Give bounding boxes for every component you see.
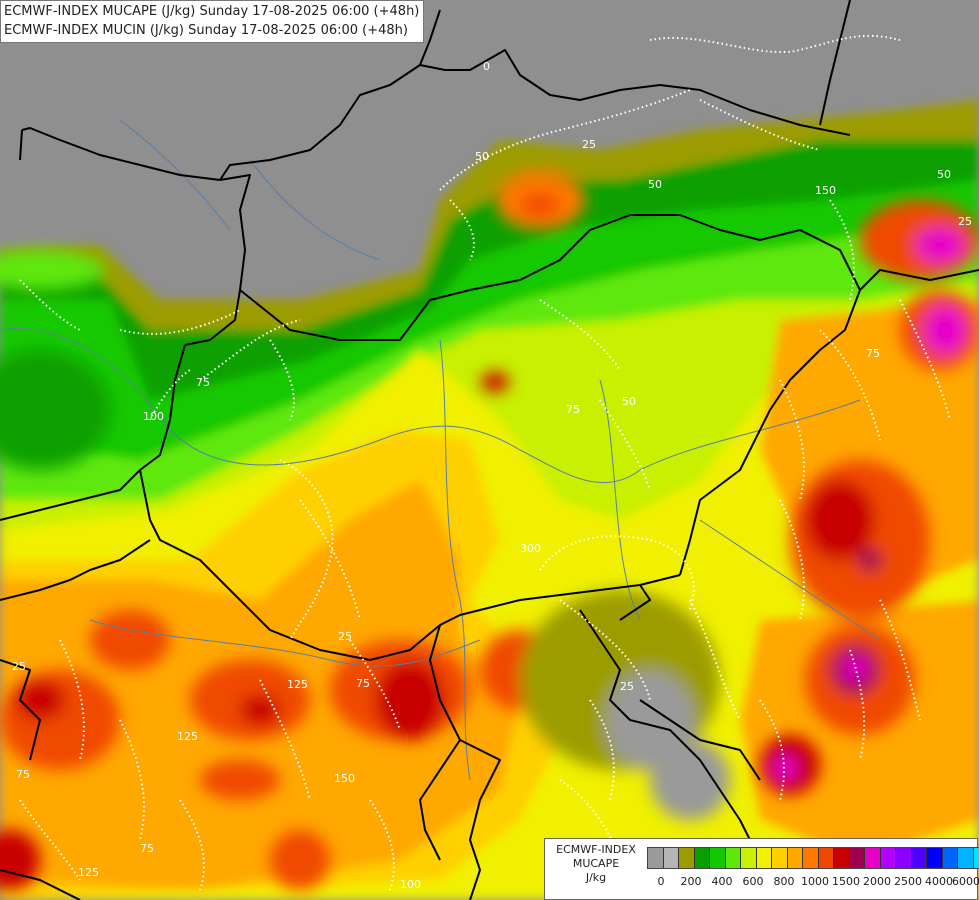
legend-swatch (694, 848, 710, 868)
legend-swatch (679, 848, 695, 868)
legend-title: ECMWF-INDEX MUCAPE J/kg (547, 843, 645, 885)
contour-label: 50 (622, 395, 636, 408)
contour-label: 25 (582, 138, 596, 151)
map-title-box: ECMWF-INDEX MUCAPE (J/kg) Sunday 17-08-2… (0, 0, 425, 43)
legend-tick-label: 400 (711, 875, 733, 888)
mucape-high-cores (0, 170, 979, 890)
legend-swatch (741, 848, 757, 868)
map-title-mucape: ECMWF-INDEX MUCAPE (J/kg) Sunday 17-08-2… (4, 4, 420, 19)
contour-label: 50 (475, 150, 489, 163)
legend-swatch (663, 848, 679, 868)
legend-swatch (896, 848, 912, 868)
contour-label: 300 (520, 542, 541, 555)
legend-swatch (880, 848, 896, 868)
mucape-shading (0, 100, 979, 900)
legend-swatch-bar (647, 847, 979, 869)
legend-tick-label: 0 (657, 875, 665, 888)
legend-tick-label: 1500 (832, 875, 860, 888)
contour-label: 25 (338, 630, 352, 643)
contour-label: 25 (620, 680, 634, 693)
legend-swatch (803, 848, 819, 868)
legend-tick-label: 1000 (801, 875, 829, 888)
contour-label: 75 (866, 347, 880, 360)
legend-swatch (787, 848, 803, 868)
contour-label: 125 (287, 678, 308, 691)
legend-swatch (942, 848, 958, 868)
legend-line-3: J/kg (585, 871, 607, 884)
legend-tick-label: 2500 (894, 875, 922, 888)
legend-tick-label: 600 (742, 875, 764, 888)
contour-label: 150 (334, 772, 355, 785)
color-legend: ECMWF-INDEX MUCAPE J/kg 0 200 400 600 800 100… (544, 838, 979, 900)
legend-swatch (818, 848, 834, 868)
map-title-mucin: ECMWF-INDEX MUCIN (J/kg) Sunday 17-08-20… (4, 23, 408, 38)
contour-label: 75 (140, 842, 154, 855)
legend-swatch (772, 848, 788, 868)
mucin-contours (19, 34, 951, 891)
contour-label: 75 (196, 376, 210, 389)
legend-tick-label: 2000 (863, 875, 891, 888)
contour-label: 75 (356, 677, 370, 690)
contour-label: 75 (566, 403, 580, 416)
legend-swatch (648, 848, 664, 868)
legend-swatch (710, 848, 726, 868)
legend-swatch (973, 848, 979, 868)
mucin-contour-labels: 0 25 50 50 50 25 75 50 75 100 150 300 75… (12, 60, 972, 891)
legend-swatch (849, 848, 865, 868)
contour-label: 25 (12, 660, 26, 673)
legend-line-1: ECMWF-INDEX (556, 843, 636, 856)
legend-swatch (756, 848, 772, 868)
contour-label: 100 (400, 878, 421, 891)
rivers (0, 119, 881, 781)
legend-line-2: MUCAPE (572, 857, 620, 870)
legend-tick-label: 6000 (952, 875, 979, 888)
contour-label: 125 (78, 866, 99, 879)
contour-label: 125 (177, 730, 198, 743)
legend-swatch (911, 848, 927, 868)
legend-swatch (927, 848, 943, 868)
contour-label: 50 (937, 168, 951, 181)
legend-swatch (958, 848, 974, 868)
legend-swatch (725, 848, 741, 868)
legend-tick-label: 800 (773, 875, 795, 888)
contour-label: 25 (958, 215, 972, 228)
contour-label: 50 (648, 178, 662, 191)
contour-label: 0 (483, 60, 490, 73)
legend-swatch (834, 848, 850, 868)
contour-label: 150 (815, 184, 836, 197)
legend-swatch (865, 848, 881, 868)
legend-tick-label: 4000 (925, 875, 953, 888)
legend-tick-label: 200 (680, 875, 702, 888)
contour-label: 75 (16, 768, 30, 781)
contour-label: 100 (143, 410, 164, 423)
